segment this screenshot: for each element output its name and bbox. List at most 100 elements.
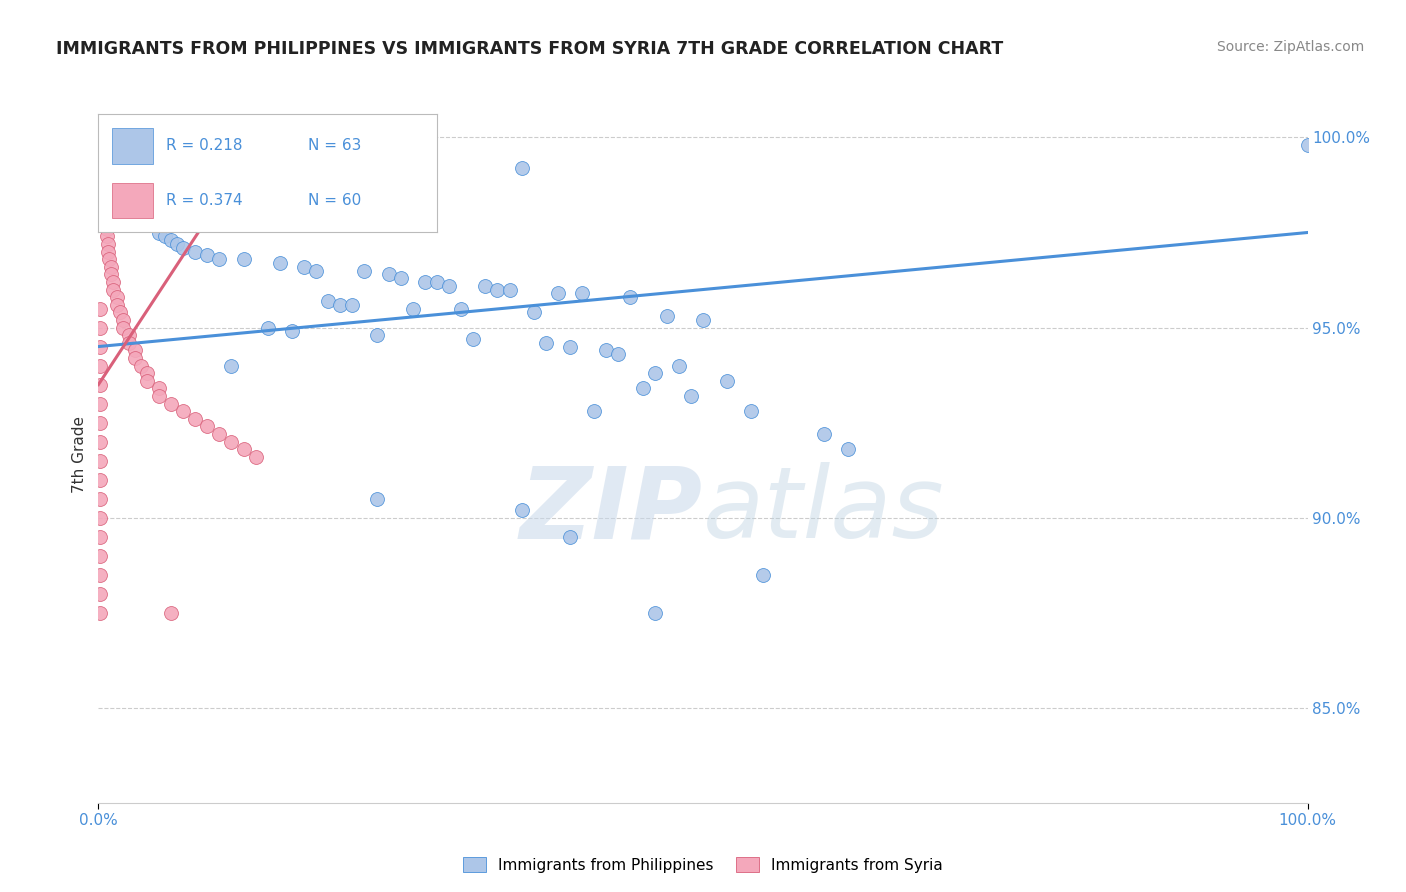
Point xyxy=(256,320,278,334)
Point xyxy=(329,298,352,312)
Point xyxy=(101,275,124,289)
Point xyxy=(124,351,146,365)
Point xyxy=(97,236,120,251)
Point xyxy=(595,343,617,358)
Point xyxy=(813,427,835,442)
Point xyxy=(94,214,117,228)
Point xyxy=(89,138,111,153)
Point xyxy=(98,252,121,266)
Point xyxy=(89,416,111,430)
Point xyxy=(450,301,472,316)
Point xyxy=(105,290,128,304)
Point xyxy=(837,442,859,457)
Point xyxy=(232,252,254,266)
Point xyxy=(655,309,678,323)
Text: IMMIGRANTS FROM PHILIPPINES VS IMMIGRANTS FROM SYRIA 7TH GRADE CORRELATION CHART: IMMIGRANTS FROM PHILIPPINES VS IMMIGRANT… xyxy=(56,40,1004,58)
Point xyxy=(631,381,654,395)
Point xyxy=(93,191,115,205)
Point xyxy=(148,389,170,403)
Point xyxy=(245,450,267,464)
Point xyxy=(195,248,218,262)
Point xyxy=(668,359,690,373)
Point xyxy=(172,241,194,255)
Point xyxy=(94,206,117,220)
Point xyxy=(89,359,111,373)
Point xyxy=(195,419,218,434)
Point xyxy=(91,169,114,183)
Point xyxy=(607,347,630,361)
Point xyxy=(232,442,254,457)
Point xyxy=(316,293,339,308)
Point xyxy=(510,161,533,175)
Point xyxy=(135,366,157,380)
Point xyxy=(740,404,762,418)
Point xyxy=(91,153,114,168)
Point xyxy=(558,340,581,354)
Point xyxy=(124,343,146,358)
Point xyxy=(305,263,328,277)
Point xyxy=(402,301,425,316)
Point xyxy=(366,491,388,506)
Point xyxy=(111,320,134,334)
Point xyxy=(97,244,120,259)
Point xyxy=(89,587,111,601)
Point xyxy=(353,263,375,277)
Point xyxy=(89,567,111,582)
Point xyxy=(679,389,702,403)
Point xyxy=(108,305,131,319)
Point xyxy=(426,275,449,289)
Point xyxy=(547,286,569,301)
Point xyxy=(111,214,134,228)
Point xyxy=(269,256,291,270)
Point xyxy=(377,268,399,282)
Point xyxy=(1296,138,1319,153)
Point xyxy=(160,606,183,620)
Point xyxy=(571,286,593,301)
Point xyxy=(486,283,509,297)
Point xyxy=(498,283,520,297)
Text: Source: ZipAtlas.com: Source: ZipAtlas.com xyxy=(1216,40,1364,54)
Point xyxy=(184,244,207,259)
Point xyxy=(644,366,666,380)
Point xyxy=(160,396,183,410)
Point xyxy=(93,199,115,213)
Point xyxy=(534,335,557,350)
Point xyxy=(437,278,460,293)
Point xyxy=(89,377,111,392)
Point xyxy=(160,233,183,247)
Point xyxy=(692,313,714,327)
Text: atlas: atlas xyxy=(703,462,945,559)
Point xyxy=(89,396,111,410)
Point xyxy=(389,271,412,285)
Point xyxy=(89,340,111,354)
Text: ZIP: ZIP xyxy=(520,462,703,559)
Point xyxy=(96,221,118,235)
Point xyxy=(292,260,315,274)
Point xyxy=(89,510,111,524)
Point xyxy=(558,530,581,544)
Point xyxy=(91,161,114,175)
Point xyxy=(89,301,111,316)
Point xyxy=(111,313,134,327)
Point xyxy=(89,434,111,449)
Point xyxy=(135,374,157,388)
Point xyxy=(221,359,243,373)
Point xyxy=(153,229,176,244)
Point xyxy=(716,374,738,388)
Point xyxy=(281,324,304,338)
Point xyxy=(523,305,546,319)
Point xyxy=(221,434,243,449)
Point xyxy=(89,473,111,487)
Point xyxy=(129,359,152,373)
Point xyxy=(342,298,364,312)
Point xyxy=(135,157,157,171)
Point xyxy=(101,283,124,297)
Point xyxy=(89,491,111,506)
Point xyxy=(89,606,111,620)
Point xyxy=(184,412,207,426)
Point xyxy=(172,404,194,418)
Point xyxy=(208,252,231,266)
Point xyxy=(96,229,118,244)
Point xyxy=(103,157,125,171)
Point xyxy=(644,606,666,620)
